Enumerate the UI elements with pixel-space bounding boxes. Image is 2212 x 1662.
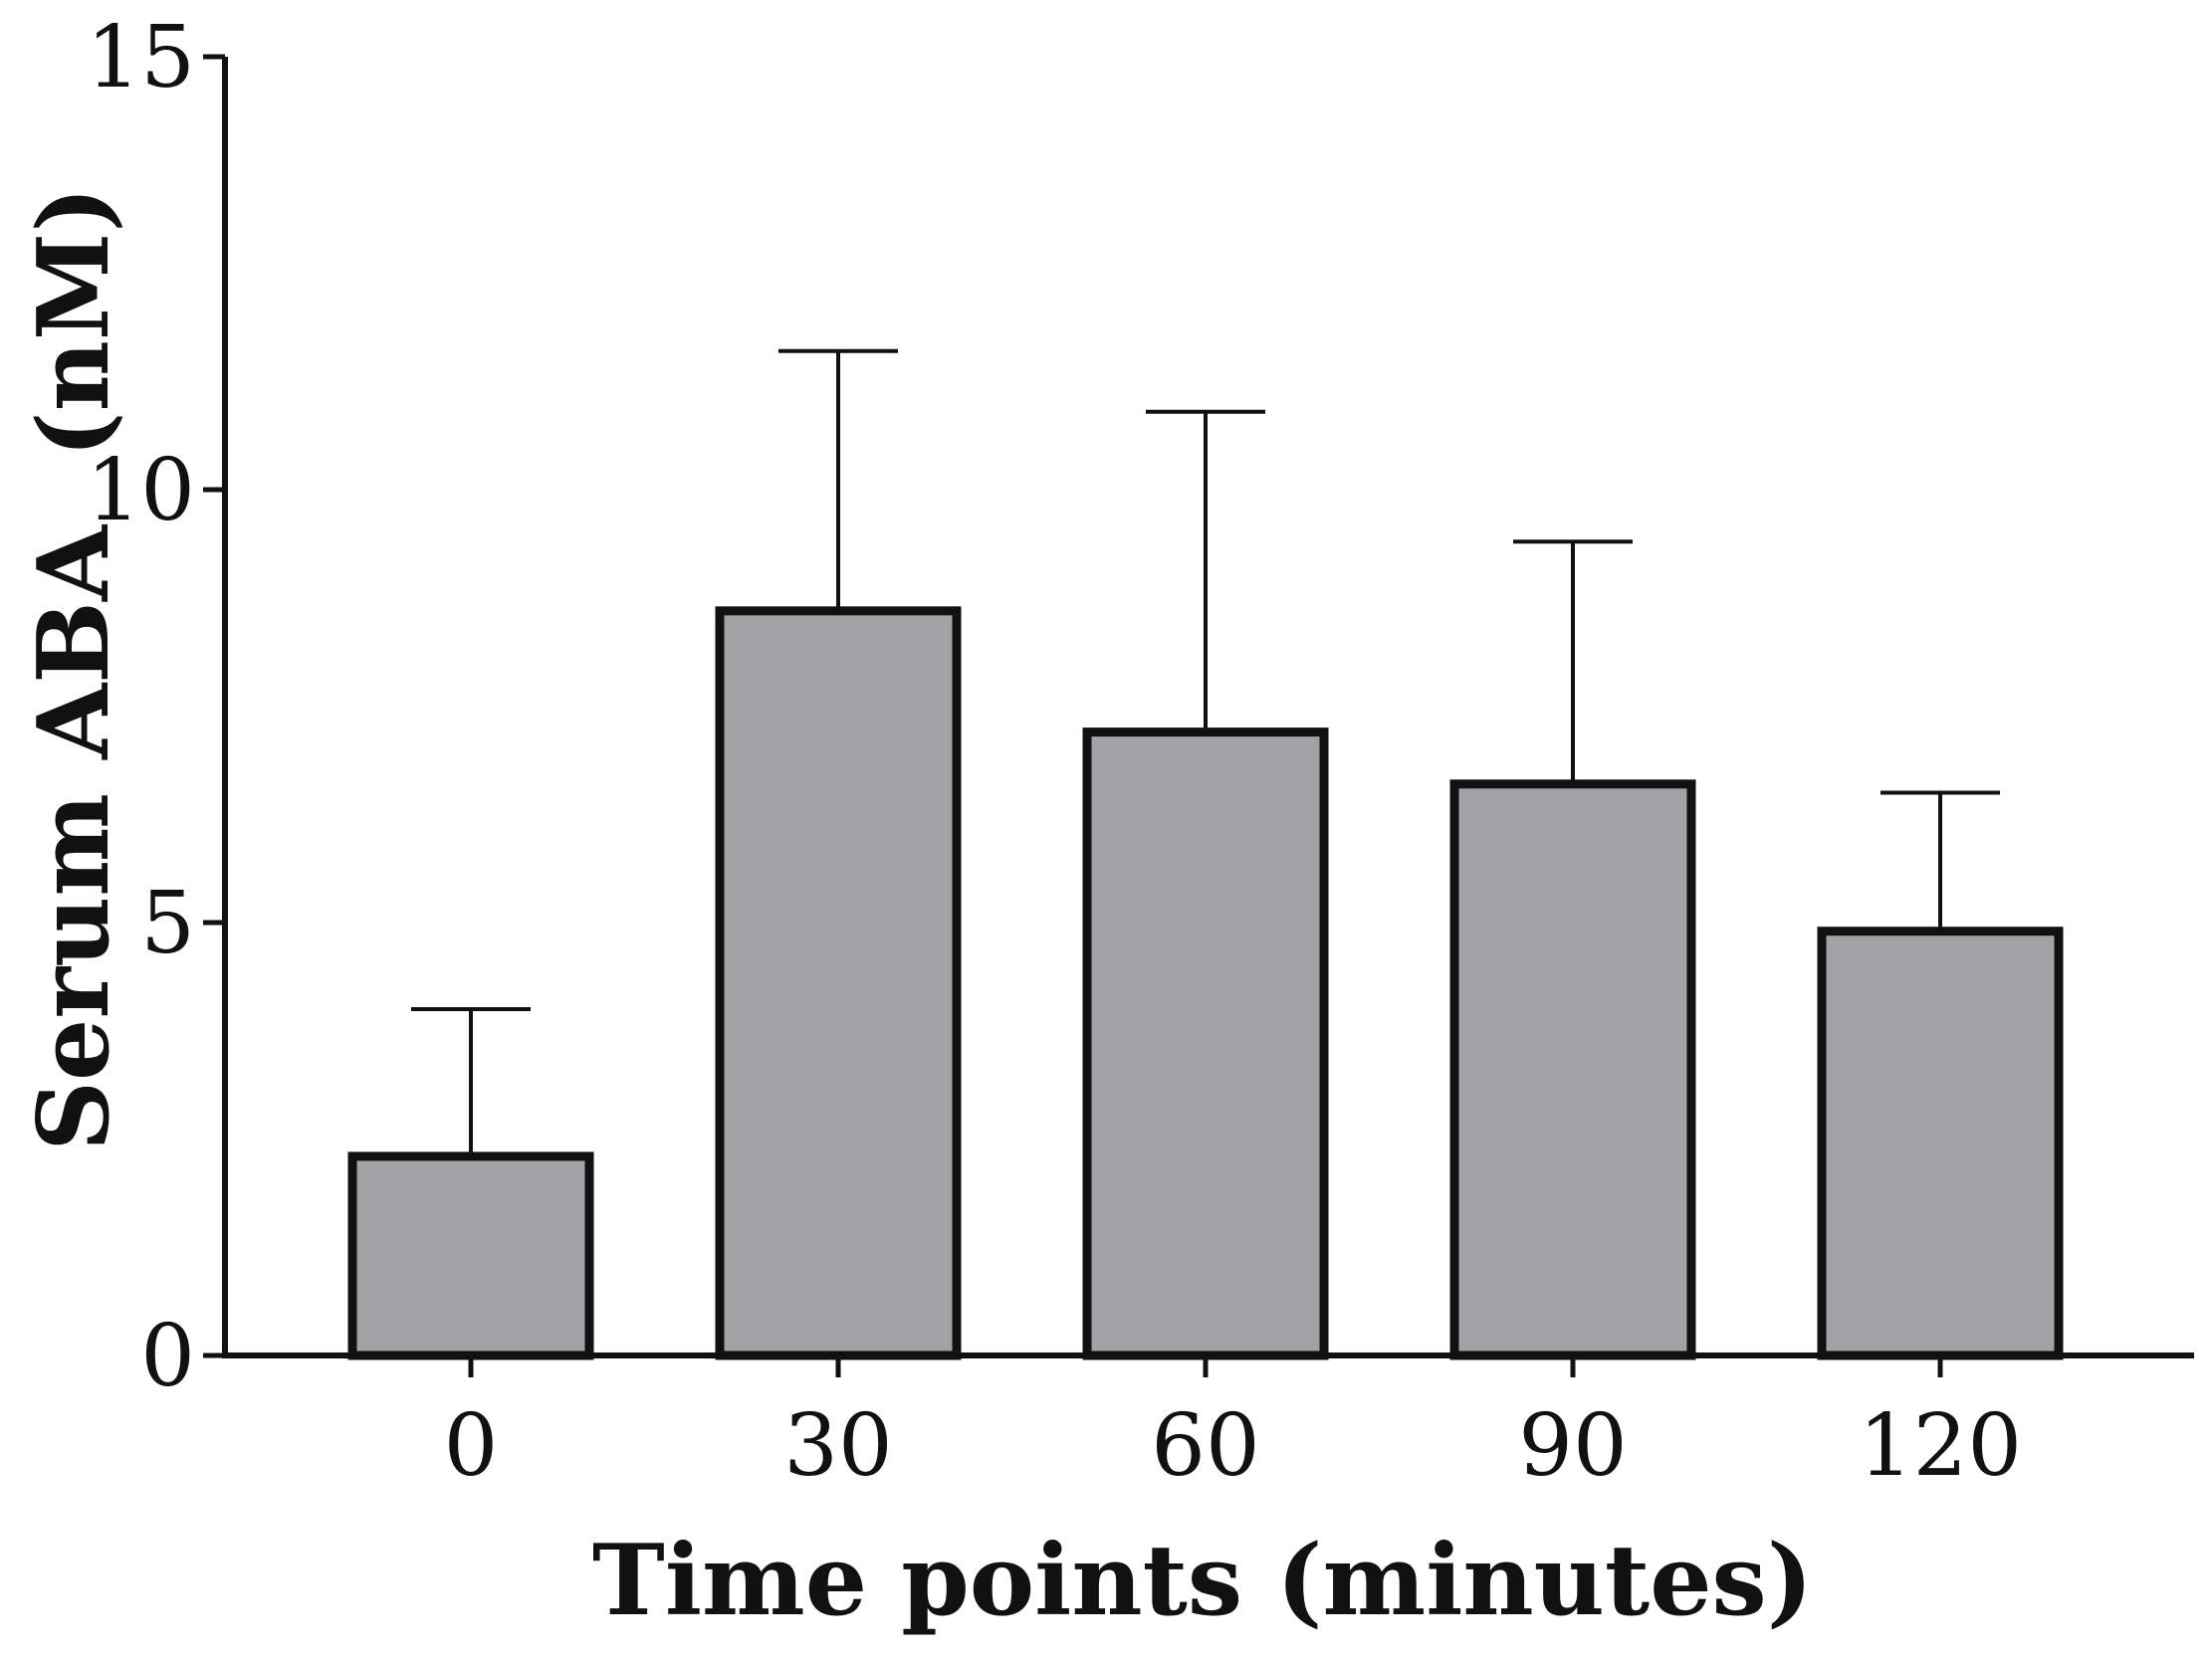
x-tick-label-90: 90 bbox=[1518, 1396, 1627, 1496]
y-axis-title: Serum ABA (nM) bbox=[17, 186, 131, 1150]
y-tick-label-15: 15 bbox=[87, 8, 195, 107]
y-axis-ticks: 0 5 10 15 bbox=[87, 8, 225, 1406]
bar-0 bbox=[347, 1151, 594, 1360]
error-bars-layer bbox=[411, 348, 2000, 1156]
bar-60 bbox=[1082, 727, 1329, 1360]
y-tick-label-5: 5 bbox=[140, 874, 195, 973]
x-axis-ticks: 0 30 60 90 120 bbox=[444, 1355, 2022, 1496]
y-tick-label-10: 10 bbox=[87, 441, 195, 540]
bar-90 bbox=[1449, 779, 1696, 1360]
x-tick-label-0: 0 bbox=[444, 1396, 499, 1496]
y-tick-label-0: 0 bbox=[140, 1307, 195, 1406]
bar-30 bbox=[715, 606, 962, 1360]
x-axis-title: Time points (minutes) bbox=[592, 1524, 1813, 1638]
x-tick-label-60: 60 bbox=[1151, 1396, 1259, 1496]
bar-120 bbox=[1817, 927, 2064, 1360]
x-tick-label-30: 30 bbox=[783, 1396, 892, 1496]
x-tick-label-120: 120 bbox=[1859, 1396, 2022, 1496]
